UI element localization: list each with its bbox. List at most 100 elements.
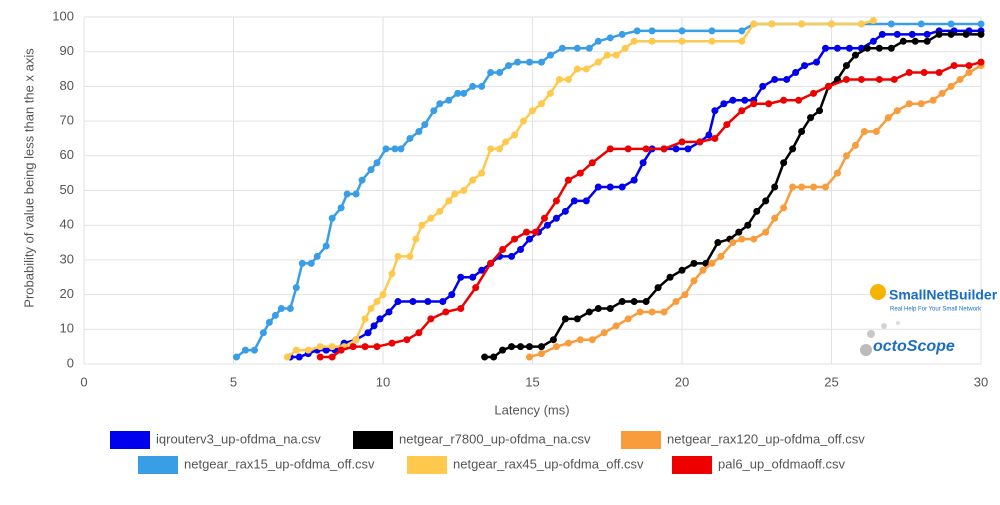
legend-swatch [110,431,150,449]
data-point [717,252,725,260]
data-point [917,100,925,108]
legend-label: netgear_rax15_up-ofdma_off.csv [184,456,375,471]
y-tick-label: 0 [67,355,74,370]
y-tick-label: 60 [60,147,74,162]
data-point [965,69,973,77]
data-point [729,239,737,247]
data-point [771,183,779,191]
data-point [905,100,913,108]
data-point [624,145,632,153]
data-point [798,20,806,28]
data-point [929,96,937,104]
data-point [660,308,668,316]
data-point [526,235,534,243]
data-point [950,62,958,70]
logo-tagline: Real Help For Your Small Network [890,307,982,313]
data-point [884,114,892,122]
data-point [842,152,850,160]
data-point [977,20,985,28]
data-point [265,318,273,326]
data-point [460,187,468,194]
data-point [798,183,806,191]
data-point [729,96,737,104]
data-point [576,169,584,177]
data-point [469,176,477,184]
legend-label: netgear_r7800_up-ofdma_na.csv [399,431,591,446]
data-point [457,304,465,312]
legend-label: pal6_up_ofdmaoff.csv [718,456,845,471]
data-point [487,145,495,153]
y-tick-label: 70 [60,113,74,128]
data-point [678,138,686,146]
data-point [672,145,680,153]
data-point [648,27,656,35]
data-point [621,44,629,52]
data-point [923,30,931,38]
data-point [403,336,411,344]
data-point [813,58,821,66]
data-point [478,82,486,90]
data-point [540,214,548,222]
data-point [792,69,800,77]
data-point [603,51,611,59]
series [526,62,985,361]
data-point [923,37,931,45]
data-point [893,107,901,115]
data-point [570,197,578,205]
data-point [711,134,719,142]
data-point [576,336,584,344]
data-point [905,69,913,77]
data-point [762,228,770,236]
data-point [714,239,722,247]
data-point [259,329,267,337]
legend-swatch [621,431,661,449]
data-point [517,245,525,253]
data-point [511,235,519,243]
data-point [445,197,453,205]
data-point [460,89,468,97]
x-tick-label: 0 [80,374,87,389]
data-point [241,346,249,354]
x-tick-label: 15 [525,374,539,389]
data-point [394,298,402,306]
data-point [738,107,746,115]
data-point [316,353,324,361]
x-tick-label: 30 [974,374,988,389]
data-point [298,259,306,267]
data-point [738,235,746,243]
logo-icon [870,284,886,300]
data-point [552,343,560,351]
data-point [307,259,315,267]
data-point [457,273,465,281]
data-point [546,89,554,97]
data-point [367,166,375,174]
data-point [935,69,943,77]
data-point [956,75,964,83]
legend-swatch [353,431,393,449]
data-point [857,20,865,28]
data-point [801,62,809,70]
data-point [738,37,746,45]
data-point [780,159,788,167]
data-point [798,128,806,136]
data-point [851,51,859,59]
x-axis-label: Latency (ms) [494,402,569,417]
data-point [810,89,818,97]
data-point [451,190,459,198]
data-point [842,62,850,70]
logo-dot [860,344,872,356]
data-point [472,284,480,292]
x-tick-label: 5 [230,374,237,389]
legend-label: netgear_rax45_up-ofdma_off.csv [453,456,644,471]
data-point [833,44,841,52]
data-point [741,96,749,104]
data-point [690,259,698,267]
data-point [765,100,773,108]
data-point [585,308,593,316]
data-point [833,169,841,177]
data-point [561,315,569,323]
data-point [286,304,294,312]
data-point [705,131,713,139]
data-point [421,121,429,129]
data-point [690,277,698,285]
